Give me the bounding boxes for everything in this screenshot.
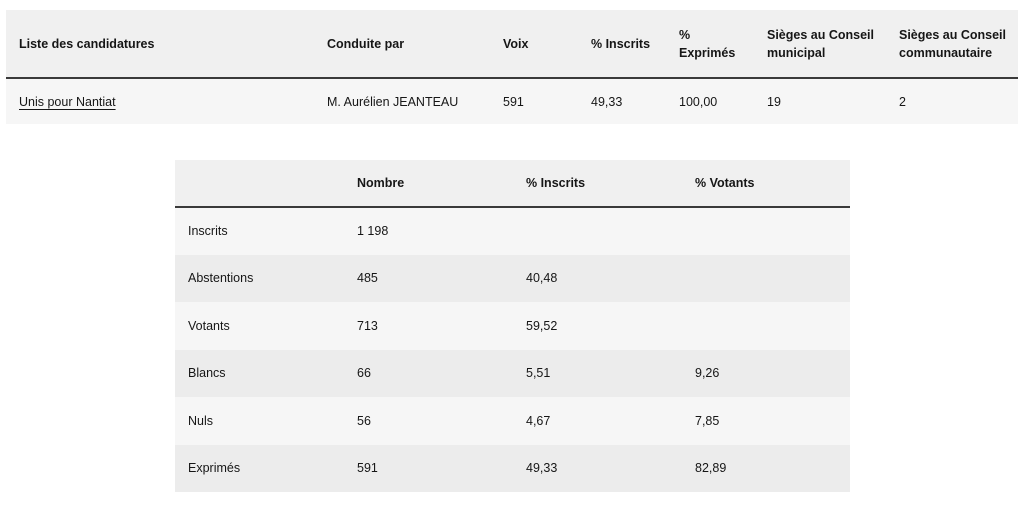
table-row: Exprimés 591 49,33 82,89 <box>175 444 850 492</box>
header-blank <box>175 160 344 208</box>
row-label: Nuls <box>188 413 214 428</box>
header-pct-votants: % Votants <box>682 160 850 208</box>
table-row: Unis pour Nantiat M. Aurélien JEANTEAU 5… <box>6 78 1018 124</box>
cell-nombre: 713 <box>357 318 378 333</box>
cell-pct-inscrits: 49,33 <box>526 461 558 476</box>
cell-nombre: 1 198 <box>357 224 389 239</box>
row-label: Inscrits <box>188 224 228 239</box>
cell-pct-votants <box>682 255 850 303</box>
cell-nombre: 591 <box>357 461 378 476</box>
row-label: Exprimés <box>188 461 241 476</box>
cell-voix: 591 <box>503 94 524 109</box>
cell-pct-inscrits: 4,67 <box>526 413 551 428</box>
table-row: Inscrits 1 198 <box>175 207 850 255</box>
cell-pct-votants: 7,85 <box>695 413 720 428</box>
header-liste: Liste des candidatures <box>6 10 314 79</box>
header-nombre: Nombre <box>344 160 513 208</box>
table-row: Blancs 66 5,51 9,26 <box>175 349 850 397</box>
cell-pct-votants: 82,89 <box>695 461 727 476</box>
cell-pct-inscrits: 49,33 <box>591 94 623 109</box>
header-sieges-municipal: Sièges au Conseil municipal <box>754 10 886 79</box>
row-label: Blancs <box>188 366 226 381</box>
cell-pct-inscrits: 40,48 <box>526 271 558 286</box>
cell-pct-inscrits <box>513 207 682 255</box>
cell-nombre: 56 <box>357 413 371 428</box>
table-row: Abstentions 485 40,48 <box>175 254 850 303</box>
participation-header-row: Nombre % Inscrits % Votants <box>175 160 850 208</box>
cell-nombre: 66 <box>357 366 371 381</box>
candidates-table: Liste des candidatures Conduite par Voix… <box>6 10 1018 124</box>
table-row: Nuls 56 4,67 7,85 <box>175 397 850 445</box>
cell-liste: Unis pour Nantiat <box>6 78 314 124</box>
header-conduite-par: Conduite par <box>314 10 490 79</box>
cell-pct-exprimes: 100,00 <box>679 94 718 109</box>
header-voix: Voix <box>490 10 578 79</box>
cell-pct-inscrits: 5,51 <box>526 366 551 381</box>
cell-pct-inscrits: 59,52 <box>526 318 558 333</box>
header-pct-inscrits: % Inscrits <box>578 10 666 79</box>
cell-nombre: 485 <box>357 271 378 286</box>
cell-pct-votants <box>682 302 850 350</box>
candidates-header-row: Liste des candidatures Conduite par Voix… <box>6 10 1018 79</box>
header-pct-exprimes: % Exprimés <box>666 10 754 79</box>
row-label: Votants <box>188 318 230 333</box>
cell-sieges-communautaire: 2 <box>899 94 906 109</box>
row-label: Abstentions <box>188 271 254 286</box>
cell-sieges-municipal: 19 <box>767 94 781 109</box>
cell-conduite-par: M. Aurélien JEANTEAU <box>327 94 459 109</box>
header-pct-inscrits: % Inscrits <box>513 160 682 208</box>
cell-pct-votants: 9,26 <box>695 366 720 381</box>
header-sieges-communautaire: Sièges au Conseil communautaire <box>886 10 1018 79</box>
cell-pct-votants <box>682 207 850 255</box>
table-row: Votants 713 59,52 <box>175 302 850 350</box>
candidate-list-link[interactable]: Unis pour Nantiat <box>19 94 116 109</box>
participation-table: Nombre % Inscrits % Votants Inscrits 1 1… <box>175 160 850 492</box>
